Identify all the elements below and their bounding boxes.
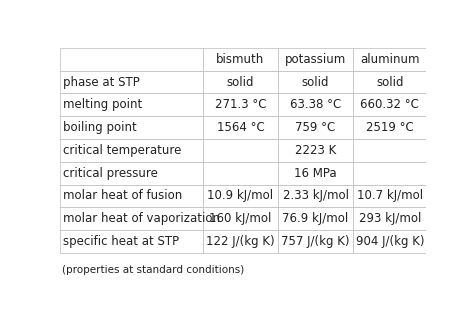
Bar	[203, 230, 278, 253]
Text: 63.38 °C: 63.38 °C	[290, 98, 341, 111]
Bar	[278, 139, 353, 162]
Text: 271.3 °C: 271.3 °C	[215, 98, 266, 111]
Bar	[60, 207, 203, 230]
Text: melting point: melting point	[63, 98, 142, 111]
Bar	[353, 184, 427, 207]
Bar	[60, 139, 203, 162]
Text: molar heat of vaporization: molar heat of vaporization	[63, 212, 220, 225]
Bar	[278, 162, 353, 184]
Text: 122 J/(kg K): 122 J/(kg K)	[206, 235, 275, 248]
Text: bismuth: bismuth	[216, 53, 264, 66]
Text: (properties at standard conditions): (properties at standard conditions)	[61, 265, 244, 275]
Text: boiling point: boiling point	[63, 121, 137, 134]
Bar	[278, 207, 353, 230]
Text: molar heat of fusion: molar heat of fusion	[63, 190, 182, 203]
Bar	[278, 71, 353, 93]
Text: phase at STP: phase at STP	[63, 76, 140, 89]
Text: 2519 °C: 2519 °C	[366, 121, 414, 134]
Bar	[353, 93, 427, 116]
Text: 904 J/(kg K): 904 J/(kg K)	[356, 235, 424, 248]
Bar	[203, 207, 278, 230]
Bar	[353, 48, 427, 71]
Text: 76.9 kJ/mol: 76.9 kJ/mol	[282, 212, 349, 225]
Bar	[203, 139, 278, 162]
Text: critical pressure: critical pressure	[63, 167, 158, 180]
Bar	[203, 93, 278, 116]
Bar	[60, 230, 203, 253]
Bar	[203, 116, 278, 139]
Text: solid: solid	[227, 76, 254, 89]
Bar	[278, 116, 353, 139]
Bar	[60, 48, 203, 71]
Text: 293 kJ/mol: 293 kJ/mol	[359, 212, 421, 225]
Bar	[353, 71, 427, 93]
Bar	[353, 139, 427, 162]
Text: potassium: potassium	[285, 53, 346, 66]
Text: 160 kJ/mol: 160 kJ/mol	[209, 212, 272, 225]
Text: 1564 °C: 1564 °C	[217, 121, 264, 134]
Text: 660.32 °C: 660.32 °C	[360, 98, 419, 111]
Bar	[60, 116, 203, 139]
Bar	[60, 162, 203, 184]
Bar	[60, 71, 203, 93]
Bar	[203, 184, 278, 207]
Text: solid: solid	[302, 76, 329, 89]
Text: critical temperature: critical temperature	[63, 144, 181, 157]
Bar	[278, 93, 353, 116]
Bar	[203, 162, 278, 184]
Text: 2.33 kJ/mol: 2.33 kJ/mol	[282, 190, 349, 203]
Bar	[353, 207, 427, 230]
Bar	[203, 48, 278, 71]
Text: 2223 K: 2223 K	[295, 144, 336, 157]
Text: 10.9 kJ/mol: 10.9 kJ/mol	[207, 190, 273, 203]
Bar	[203, 71, 278, 93]
Bar	[60, 93, 203, 116]
Bar	[278, 184, 353, 207]
Text: 16 MPa: 16 MPa	[294, 167, 337, 180]
Bar	[353, 162, 427, 184]
Text: 10.7 kJ/mol: 10.7 kJ/mol	[357, 190, 423, 203]
Text: 757 J/(kg K): 757 J/(kg K)	[281, 235, 350, 248]
Bar	[278, 48, 353, 71]
Text: solid: solid	[376, 76, 403, 89]
Bar	[278, 230, 353, 253]
Bar	[353, 116, 427, 139]
Text: 759 °C: 759 °C	[296, 121, 336, 134]
Text: specific heat at STP: specific heat at STP	[63, 235, 179, 248]
Bar	[60, 184, 203, 207]
Text: aluminum: aluminum	[360, 53, 420, 66]
Bar	[353, 230, 427, 253]
